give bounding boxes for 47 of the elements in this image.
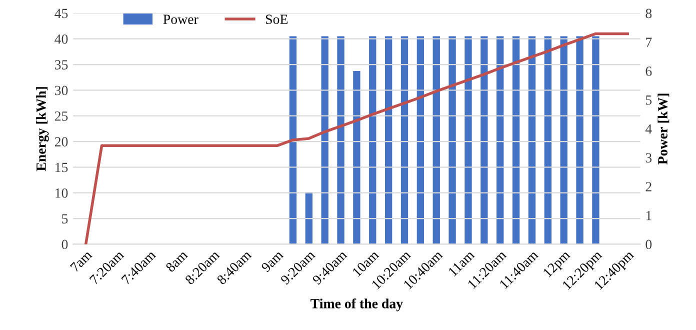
bar: [448, 36, 456, 244]
y-tick-label: 35: [54, 60, 68, 70]
bar: [353, 70, 360, 244]
x-tick-label: 9am: [260, 250, 284, 273]
y2-tick-label: 6: [646, 66, 652, 76]
y2-axis-title: Power [kW]: [658, 94, 670, 164]
bar: [528, 36, 536, 244]
bar: [480, 36, 488, 244]
y-tick-label: 15: [56, 162, 68, 172]
y2-tick-label: 3: [646, 153, 652, 163]
y2-tick-label: 2: [646, 182, 652, 192]
y-tick-label: 10: [56, 188, 68, 198]
y2-tick-label: 0: [646, 240, 652, 250]
bar: [576, 36, 584, 244]
y2-tick-label: 8: [646, 8, 652, 18]
y2-tick-label: 7: [646, 38, 652, 47]
bar: [464, 36, 472, 244]
bar: [544, 36, 552, 244]
legend-label: Power: [163, 14, 198, 24]
x-axis-title: Time of the day: [310, 298, 403, 312]
y-tick-label: 40: [54, 34, 68, 44]
bar: [321, 36, 328, 244]
legend-label: SoE: [266, 14, 288, 24]
bar: [384, 36, 392, 244]
x-tick-label: 8am: [165, 250, 188, 273]
line-series: [84, 32, 629, 244]
y-axis-title: Energy [kWh]: [36, 87, 49, 172]
bar: [369, 36, 376, 244]
bar: [305, 192, 312, 244]
y-tick-label: 20: [54, 137, 68, 146]
bar: [560, 36, 568, 244]
bar: [496, 36, 504, 244]
bar: [592, 36, 600, 244]
y-tick-label: 30: [54, 86, 68, 96]
y-tick-label: 0: [62, 240, 68, 250]
bar: [289, 36, 297, 244]
y2-tick-label: 4: [645, 124, 652, 134]
y2-tick-label: 1: [646, 210, 652, 220]
bar: [512, 36, 520, 244]
bar: [432, 36, 440, 244]
y-tick-label: 5: [62, 214, 68, 224]
y-tick-label: 45: [54, 8, 68, 18]
y-tick-label: 25: [54, 111, 68, 121]
bar: [416, 36, 424, 244]
y2-tick-label: 5: [646, 96, 652, 105]
bar: [337, 36, 344, 244]
bar: [400, 36, 408, 244]
